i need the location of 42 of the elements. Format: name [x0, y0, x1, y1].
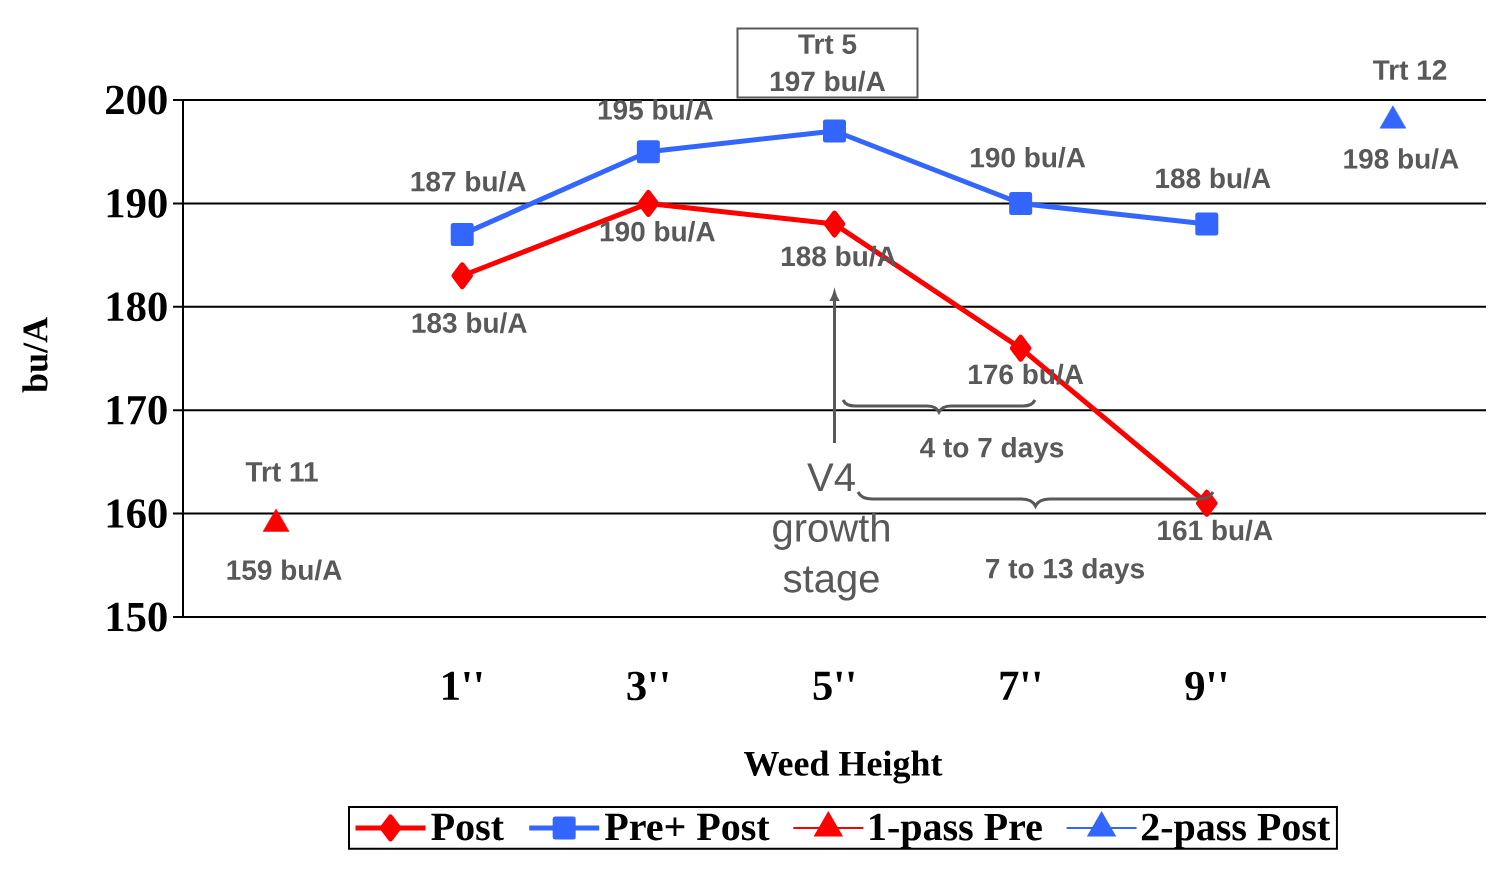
x-tick-label: 9'': [1185, 671, 1227, 701]
legend-label: 2-pass Post: [1141, 813, 1331, 849]
y-tick-label: 180: [107, 292, 167, 322]
text: Trt 5: [798, 34, 857, 54]
legend-label: Pre+ Post: [605, 813, 770, 841]
point: [1009, 191, 1033, 215]
annotation: 7 to 13 days: [986, 557, 1144, 585]
annotation: 4 to 7 days: [920, 436, 1064, 464]
point: [636, 140, 660, 164]
data-label: 190 bu/A: [600, 220, 715, 242]
data-label: 195 bu/A: [598, 99, 713, 121]
data-label: 198 bu/A: [1344, 148, 1459, 170]
y-tick-label: 160: [107, 499, 167, 528]
legend-label: 1-pass Pre: [870, 813, 1042, 849]
x-tick-label: 1'': [443, 671, 482, 700]
data-label: 187 bu/A: [411, 170, 526, 192]
data-label: 183 bu/A: [412, 312, 527, 334]
x-axis-title: Weed Height: [743, 750, 943, 784]
y-tick-label: 150: [107, 602, 167, 632]
legend-label: Post: [431, 813, 504, 841]
point: [451, 262, 473, 290]
text: Trt 12: [1372, 60, 1447, 80]
data-label: 159 bu/A: [227, 559, 342, 581]
data-label: 161 bu/A: [1158, 519, 1273, 541]
y-tick-label: 200: [106, 85, 167, 115]
point: [823, 210, 846, 238]
data-label: 197 bu/A: [770, 70, 886, 92]
point: [1009, 334, 1032, 362]
y-tick-label: 170: [107, 395, 167, 425]
x-tick-label: 5'': [813, 671, 854, 701]
annotation: Trt 11: [245, 462, 318, 482]
point: [450, 222, 474, 246]
data-label: 188 bu/A: [1156, 167, 1271, 189]
point: [1195, 212, 1219, 236]
x-tick-label: 7'': [1000, 671, 1040, 700]
annotation: V4 growth stage: [773, 463, 889, 601]
x-tick-label: 3'': [627, 671, 668, 701]
data-label: 190 bu/A: [971, 146, 1086, 168]
y-axis-title: bu/A: [22, 317, 48, 393]
point: [823, 119, 846, 143]
y-tick-label: 190: [107, 188, 167, 218]
point: [637, 189, 660, 217]
